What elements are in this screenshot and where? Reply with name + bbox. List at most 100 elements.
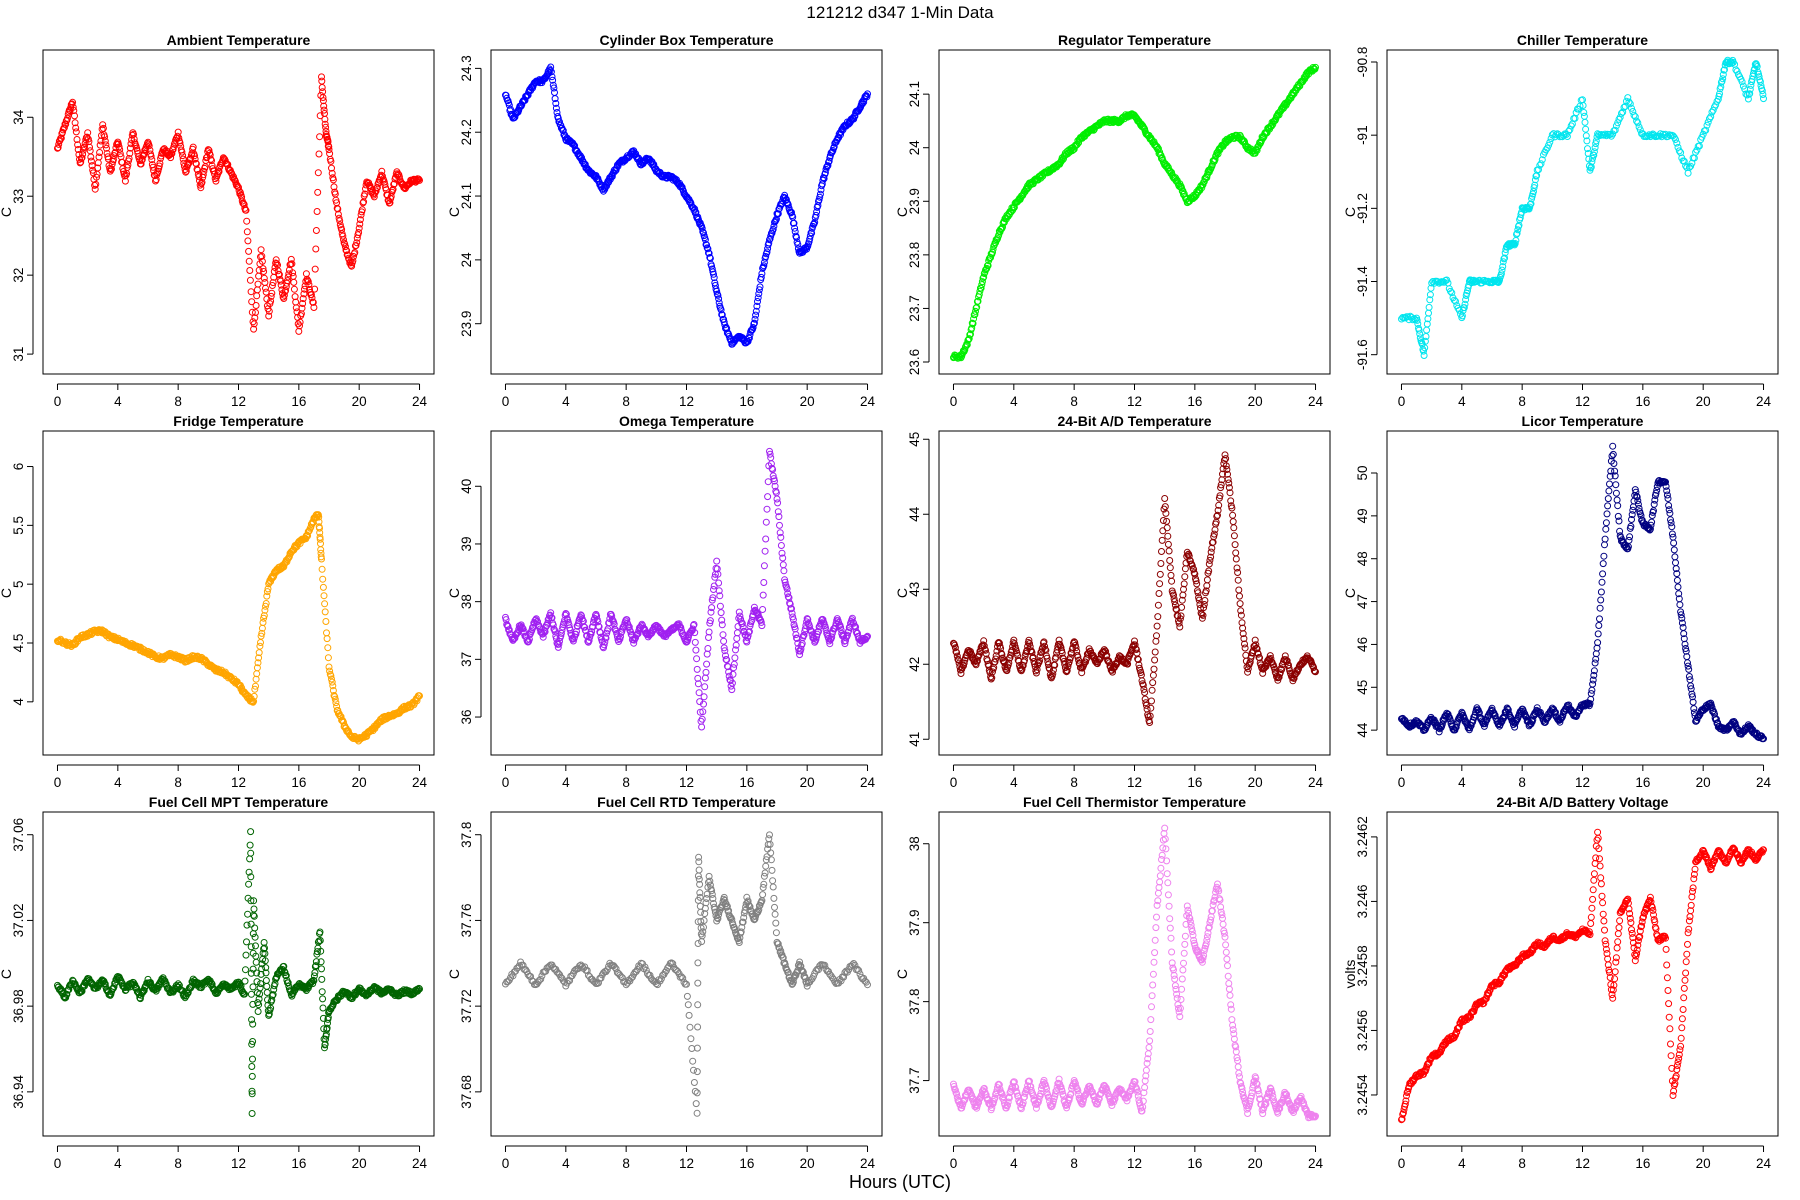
data-point xyxy=(1230,532,1238,540)
data-point xyxy=(319,97,327,105)
data-point xyxy=(352,242,360,249)
data-point xyxy=(288,260,296,268)
data-point xyxy=(246,276,254,284)
data-point xyxy=(341,243,349,251)
data-point xyxy=(775,513,783,521)
data-point xyxy=(258,257,266,265)
data-point xyxy=(1429,278,1437,285)
data-point xyxy=(353,239,361,247)
data-point xyxy=(1712,101,1720,109)
data-point xyxy=(1040,638,1048,646)
data-point xyxy=(283,279,291,287)
data-point xyxy=(1664,495,1672,502)
panel-title: Regulator Temperature xyxy=(1058,32,1211,48)
x-tick-label: 24 xyxy=(1308,775,1324,790)
data-point xyxy=(985,662,993,670)
data-point xyxy=(566,626,574,634)
data-point xyxy=(54,144,61,152)
data-point xyxy=(1216,492,1224,500)
data-point xyxy=(1602,519,1610,527)
data-point xyxy=(550,84,558,92)
data-point xyxy=(299,300,307,307)
data-point xyxy=(257,632,265,640)
x-tick-label: 12 xyxy=(1575,775,1590,790)
panel-title: Fridge Temperature xyxy=(173,413,304,429)
data-point xyxy=(1707,113,1715,121)
data-point xyxy=(1673,576,1681,584)
y-axis-label: C xyxy=(446,207,462,217)
data-point xyxy=(284,273,292,281)
data-point xyxy=(549,81,557,89)
data-point xyxy=(195,173,203,181)
data-point xyxy=(848,614,856,622)
data-point xyxy=(189,143,197,151)
data-point xyxy=(1645,131,1653,139)
data-point xyxy=(1149,679,1157,687)
data-point xyxy=(1423,320,1431,328)
data-point xyxy=(1200,604,1208,612)
data-point xyxy=(806,235,814,243)
data-point xyxy=(715,295,723,303)
data-point xyxy=(757,273,765,281)
data-point xyxy=(812,211,820,219)
data-point xyxy=(252,682,259,690)
data-point xyxy=(696,708,704,716)
y-tick-label: 47 xyxy=(1355,594,1370,609)
data-point xyxy=(830,143,838,151)
data-point xyxy=(709,594,717,602)
data-point xyxy=(1594,630,1602,638)
data-point xyxy=(693,665,701,673)
data-point xyxy=(1589,154,1597,162)
x-tick-label: 24 xyxy=(412,1156,428,1171)
data-point xyxy=(1191,570,1199,578)
x-tick-label: 8 xyxy=(1518,394,1526,409)
data-point xyxy=(968,324,976,332)
data-point xyxy=(750,319,758,327)
data-point xyxy=(268,282,276,289)
data-point xyxy=(762,535,770,543)
data-point xyxy=(739,623,747,631)
data-point xyxy=(1231,541,1239,549)
data-point xyxy=(262,600,270,607)
data-point xyxy=(1448,289,1456,297)
y-tick-label: 24.1 xyxy=(459,183,474,209)
x-tick-label: 24 xyxy=(412,775,428,790)
x-tick-label: 0 xyxy=(54,1156,62,1171)
data-point xyxy=(290,278,298,286)
y-tick-label: 34 xyxy=(11,109,26,125)
data-point xyxy=(987,250,995,258)
data-point xyxy=(1501,254,1509,262)
data-point xyxy=(547,68,555,76)
x-tick-label: 24 xyxy=(412,394,428,409)
data-point xyxy=(1192,577,1200,585)
data-point xyxy=(351,249,359,256)
data-point xyxy=(774,499,782,507)
data-point xyxy=(1156,580,1164,588)
data-point xyxy=(745,334,753,342)
data-point xyxy=(1225,479,1233,487)
data-point xyxy=(236,189,244,196)
data-point xyxy=(265,307,273,315)
data-point xyxy=(319,575,327,583)
data-point xyxy=(1052,653,1060,661)
data-point xyxy=(274,267,282,275)
data-point xyxy=(319,583,327,591)
data-point xyxy=(255,654,263,662)
data-point xyxy=(554,114,562,122)
data-point xyxy=(953,649,961,656)
data-point xyxy=(327,672,335,680)
data-point xyxy=(1141,689,1149,696)
data-point xyxy=(1410,718,1418,726)
data-point xyxy=(785,594,793,602)
data-point xyxy=(277,277,285,285)
data-point xyxy=(1581,118,1589,126)
data-point xyxy=(101,137,109,145)
data-point xyxy=(331,695,339,703)
data-point xyxy=(242,206,250,214)
panel-title: Ambient Temperature xyxy=(167,32,311,48)
data-point xyxy=(551,95,559,103)
data-point xyxy=(1166,564,1174,572)
data-point xyxy=(191,155,199,163)
y-tick-label: 5 xyxy=(11,580,26,588)
data-point xyxy=(1228,504,1236,512)
